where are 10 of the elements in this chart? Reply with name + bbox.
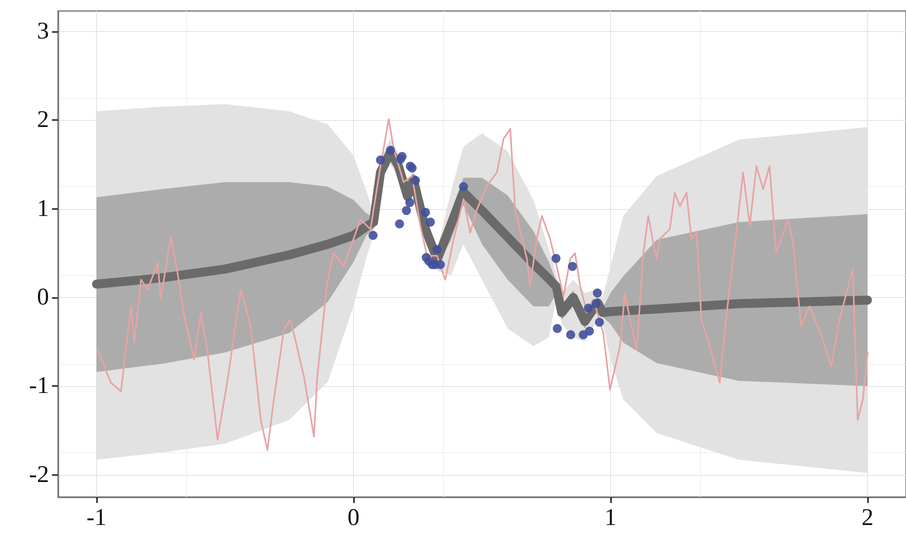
- y-tick-label: 3: [37, 18, 49, 44]
- y-tick-label: 1: [37, 196, 49, 222]
- y-tick-label: 2: [37, 107, 49, 134]
- y-tick-label: -1: [29, 373, 49, 400]
- x-tick-label: -1: [86, 505, 107, 531]
- y-tick-label: 0: [37, 284, 49, 310]
- y-tick-label: -2: [29, 462, 49, 488]
- x-tick-label: 2: [861, 505, 874, 531]
- x-tick-label: 0: [348, 505, 360, 531]
- x-tick-label: 1: [604, 505, 616, 531]
